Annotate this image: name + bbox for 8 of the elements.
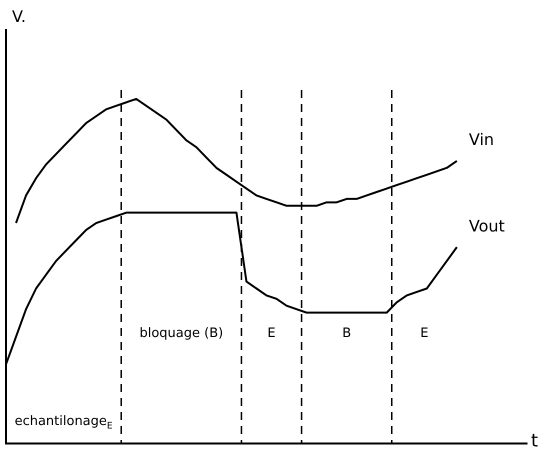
annotation: E bbox=[420, 326, 428, 341]
series-label: Vin bbox=[468, 130, 494, 150]
annotation: B bbox=[342, 326, 352, 341]
annotation: bloquage (B) bbox=[139, 326, 224, 341]
y-axis-title: V. bbox=[12, 7, 26, 26]
series-label: Vout bbox=[468, 216, 505, 236]
annotation: E bbox=[267, 326, 276, 341]
x-axis-title: t bbox=[531, 430, 538, 452]
